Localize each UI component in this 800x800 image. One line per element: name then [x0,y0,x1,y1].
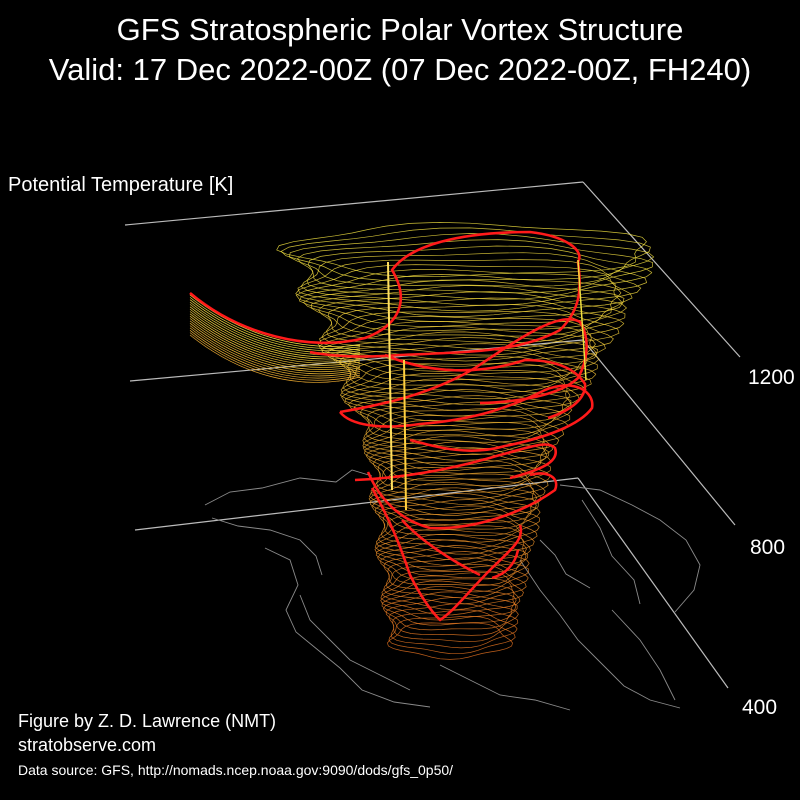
contour-line [369,471,542,516]
contour-line [372,447,551,493]
contour-line [189,311,361,362]
contour-line [189,318,361,368]
contour-line [383,551,530,593]
contour-surface [189,222,655,660]
contour-line [189,299,361,352]
contour-line [189,315,361,366]
contour-line [345,349,597,400]
contour-line [189,327,361,377]
contour-line [377,539,529,581]
coastline-map [204,469,701,711]
contour-line [388,615,516,655]
contour-line [380,545,530,586]
contour-line [189,330,361,379]
contour-line [339,367,580,417]
highlight-contours [189,230,594,622]
contour-line [375,533,527,576]
data-source-credit: Data source: GFS, http://nomads.ncep.noa… [18,762,454,778]
z-tick-label: 800 [750,536,786,559]
contour-line [354,389,573,437]
contour-line [189,301,361,354]
contour-line [388,603,519,643]
z-tick-label: 400 [742,696,778,719]
contour-line [369,481,538,526]
contour-line [347,383,572,431]
contour-line [344,377,571,427]
z-axis-label: Potential Temperature [K] [8,174,234,196]
contour-line [374,528,527,571]
contour-line [321,304,620,356]
contour-line [387,622,513,660]
contour-line [380,575,521,616]
contour-line [189,334,361,383]
contour-line [189,297,361,349]
contour-line [371,487,539,531]
contour-line [385,597,519,636]
contour-line [297,259,642,312]
contour-line [317,291,626,344]
contour-line [189,325,361,375]
contour-line [325,331,598,382]
contour-line [319,311,614,362]
contour-line [380,580,517,621]
contour-line [189,308,361,360]
contour-line [300,252,648,306]
contour-line [189,322,361,373]
contour-line [296,239,654,294]
figure-title: GFS Stratospheric Polar Vortex Structure [116,12,684,47]
z-tick-label: 1200 [748,366,795,389]
contour-line [189,332,361,381]
contour-line [372,460,549,505]
contour-line [377,512,538,555]
contour-line [295,264,633,317]
contour-line [303,279,625,332]
contour-line [276,222,647,277]
contour-line [381,585,517,626]
website-credit: stratobserve.com [18,735,157,755]
contour-line [378,499,540,543]
contour-line [321,326,596,377]
contour-line [338,343,598,393]
contour-line [289,233,655,287]
contour-line [340,363,587,412]
contour-line [189,313,361,364]
figure-subtitle-valid-time: Valid: 17 Dec 2022-00Z (07 Dec 2022-00Z,… [48,52,752,87]
contour-line [298,274,622,327]
contour-line [341,372,572,422]
contour-line [189,320,361,370]
author-credit: Figure by Z. D. Lawrence (NMT) [18,711,277,731]
contour-line [368,476,537,522]
contour-line [376,453,551,499]
contour-line [374,523,531,566]
vertical-streaks [387,259,587,511]
contour-line [374,493,541,537]
contour-line [295,269,623,323]
